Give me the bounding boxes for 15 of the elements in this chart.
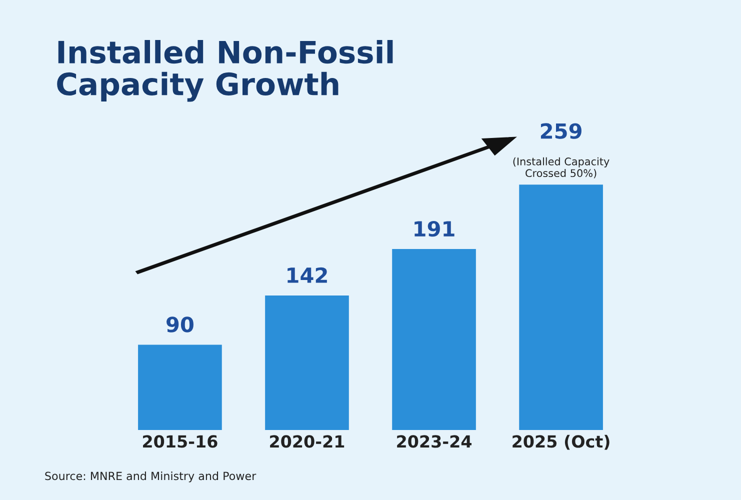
x-tick-label: 2020-21 [270, 435, 344, 448]
bar [138, 344, 222, 430]
x-tick-label: 2023-24 [397, 435, 472, 448]
source-note: Source: MNRE and Ministry and Power [45, 472, 256, 482]
data-label: 142 [288, 267, 327, 283]
bar [265, 295, 349, 430]
x-tick-label: 2025 (Oct) [512, 434, 610, 450]
chart-title: Installed Non-Fossil Capacity Growth [57, 40, 393, 102]
data-label: 259 [540, 123, 582, 139]
x-tick-label: 2015-16 [143, 435, 218, 448]
data-label: 90 [166, 316, 194, 332]
annotation: (Installed Capacity Crossed 50%) [513, 157, 610, 178]
data-label: 191 [414, 220, 454, 237]
bar [392, 249, 476, 430]
bar [519, 184, 603, 430]
